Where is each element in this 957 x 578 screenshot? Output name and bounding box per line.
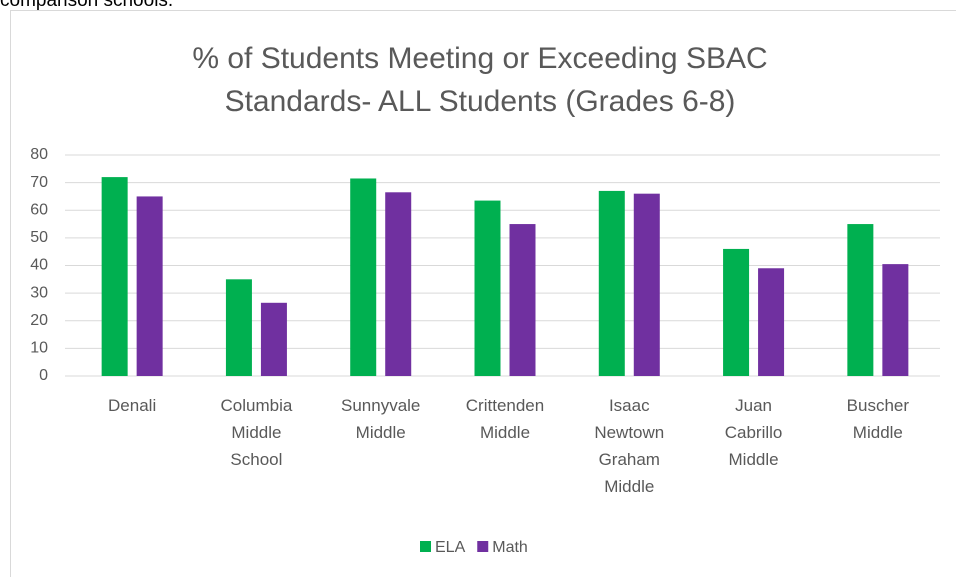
y-tick-label: 30: [30, 284, 48, 301]
bar: [101, 177, 128, 376]
y-tick-label: 60: [30, 201, 48, 218]
legend-label: Math: [492, 539, 528, 556]
bar: [882, 264, 909, 376]
legend-label: ELA: [435, 539, 466, 556]
y-tick-label: 20: [30, 312, 48, 329]
bar: [758, 268, 785, 376]
bar: [633, 193, 660, 376]
x-tick-label: Columbia Middle School: [220, 396, 293, 469]
legend-swatch: [420, 541, 431, 552]
y-tick-label: 70: [30, 174, 48, 191]
y-tick-label: 10: [30, 340, 48, 357]
x-tick-label: Denali: [108, 396, 157, 415]
bar: [509, 224, 536, 376]
y-tick-label: 40: [30, 257, 48, 274]
chart-title: % of Students Meeting or Exceeding SBAC: [192, 42, 767, 75]
y-tick-label: 50: [30, 229, 48, 246]
bar: [225, 279, 252, 376]
y-tick-label: 80: [30, 146, 48, 163]
top-text: comparison schools.: [0, 0, 174, 11]
bar: [847, 224, 874, 376]
x-tick-label: Crittenden Middle: [465, 396, 545, 442]
bar: [598, 190, 625, 376]
x-tick-label: Sunnyvale Middle: [341, 396, 421, 442]
bar: [474, 200, 501, 376]
x-tick-label: Buscher Middle: [846, 396, 910, 442]
bar: [350, 178, 377, 376]
chart-frame: [10, 10, 956, 577]
bar: [385, 192, 412, 376]
bar: [260, 302, 287, 376]
legend-swatch: [477, 541, 489, 552]
bar: [723, 248, 750, 376]
x-tick-label: Isaac Newtown Graham Middle: [594, 396, 665, 496]
bar: [136, 196, 163, 376]
chart-title: Standards- ALL Students (Grades 6-8): [225, 85, 736, 118]
x-tick-label: Juan Cabrillo Middle: [724, 396, 783, 469]
y-tick-label: 0: [39, 367, 48, 384]
